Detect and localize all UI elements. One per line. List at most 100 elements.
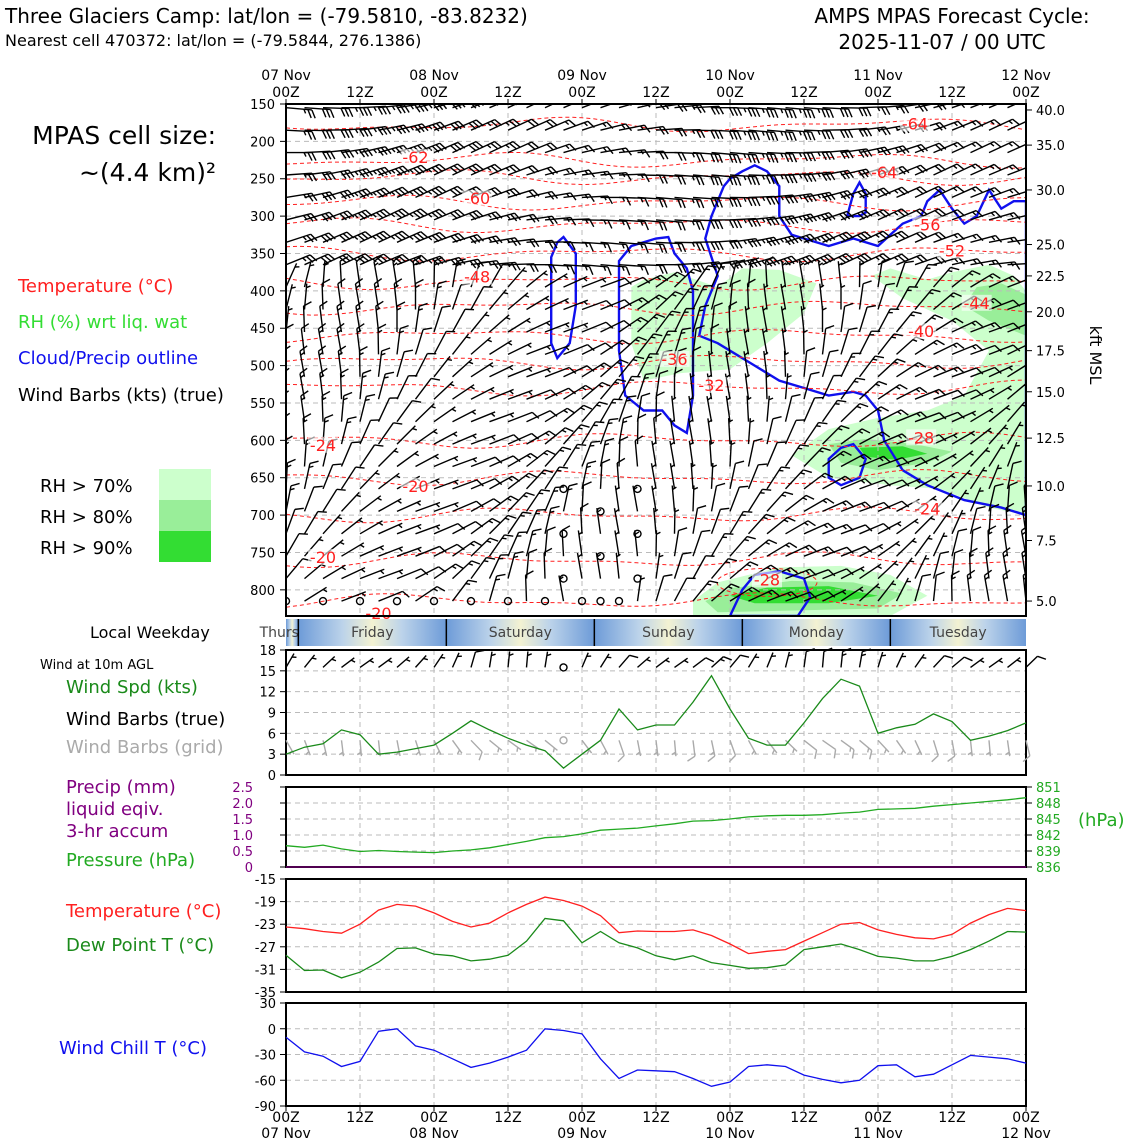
barb-feather (693, 486, 699, 491)
barb-feather (802, 497, 808, 501)
wind-barb (396, 186, 429, 199)
barb-shaft (579, 507, 583, 534)
wind-barb (581, 277, 607, 288)
wind-barb (840, 524, 873, 535)
barb-feather (633, 486, 638, 491)
wind-barb (1007, 104, 1026, 109)
barb-feather (627, 395, 637, 398)
wind-barb (1007, 213, 1026, 221)
barb-feather (512, 118, 521, 126)
barb-shaft (507, 553, 516, 579)
barb-feather (390, 213, 396, 218)
wind-barb (377, 323, 387, 355)
barb-feather (769, 153, 775, 163)
wind-barb (673, 507, 680, 534)
barb-feather (677, 199, 682, 208)
wind-barb (822, 425, 850, 445)
barb-shaft (822, 231, 847, 243)
barb-shaft (378, 124, 405, 131)
wind-barb (452, 358, 474, 378)
wind-barb-true (988, 657, 1004, 668)
barb-feather (299, 367, 308, 375)
barb-feather (319, 300, 328, 307)
barb-shaft (286, 284, 293, 310)
barb-feather (412, 211, 421, 219)
barb-shaft (766, 151, 794, 155)
barb-feather (1027, 344, 1031, 348)
barb-shaft (470, 336, 492, 355)
barb-feather (321, 390, 331, 397)
wind-barb (988, 140, 1021, 154)
barb-feather (527, 344, 532, 349)
barb-shaft (669, 440, 676, 467)
wind-barb (414, 302, 428, 333)
barb-feather (1007, 387, 1013, 391)
barb-shaft (286, 233, 311, 243)
barb-shaft (692, 580, 710, 602)
barb-feather (992, 273, 1001, 280)
barb-feather (375, 472, 380, 476)
barb-shaft (763, 283, 768, 310)
wind-barb (507, 267, 527, 288)
barb-feather (859, 402, 869, 408)
wind-barb (859, 406, 889, 423)
barb-feather (583, 404, 593, 410)
barb-feather (975, 320, 984, 328)
barb-shaft (526, 410, 551, 423)
barb-feather (531, 533, 537, 536)
barb-shaft (303, 511, 319, 535)
barb-shaft (304, 232, 330, 243)
wind-barb-true (303, 654, 317, 668)
barb-feather (640, 316, 649, 323)
barb-shaft (729, 261, 737, 288)
wind-barb (747, 463, 768, 490)
barb-feather (714, 176, 719, 186)
barb-shaft (415, 428, 438, 445)
barb-feather (893, 234, 899, 239)
wind-barb (747, 513, 775, 535)
barb-shaft (488, 575, 498, 602)
barb-shaft (821, 375, 835, 400)
barb-feather (378, 522, 384, 526)
barb-feather (975, 186, 984, 194)
barb-shaft (507, 432, 533, 445)
barb-feather (568, 366, 577, 375)
barb-feather (1009, 481, 1018, 487)
barb-shaft (674, 104, 701, 109)
wind-barb-true (803, 648, 815, 668)
wind-barb (914, 573, 932, 602)
wind-barb (489, 212, 522, 222)
barb-shaft (378, 546, 404, 557)
barb-shaft (896, 362, 919, 378)
barb-feather (765, 175, 771, 185)
barb-feather (822, 499, 828, 504)
wind-barb (525, 508, 547, 535)
wind-barb (951, 410, 977, 423)
barb-shaft (415, 163, 440, 176)
barb-feather (705, 268, 711, 271)
wind-barb (1025, 359, 1026, 378)
wind-barb (766, 215, 799, 225)
barb-feather (496, 573, 506, 577)
barb-shaft (304, 150, 331, 154)
barb-feather (673, 273, 679, 278)
barb-feather (307, 152, 313, 161)
barb-feather (336, 300, 345, 307)
wind-barb-true (507, 651, 514, 668)
barb-shaft (895, 262, 906, 288)
barb-feather (507, 514, 517, 519)
barb-feather (587, 460, 597, 465)
wind-barb (637, 196, 668, 208)
dewpoint-line (285, 917, 1027, 979)
barb-feather (505, 190, 511, 195)
barb-feather (658, 294, 668, 300)
barb-feather (509, 390, 514, 395)
barb-feather (563, 409, 569, 414)
barb-feather (653, 412, 662, 419)
barb-shaft (711, 656, 724, 668)
wind-barb (692, 529, 711, 557)
barb-shaft (526, 270, 548, 288)
barb-feather (747, 131, 753, 140)
barb-feather (819, 450, 824, 453)
barb-feather (578, 531, 584, 535)
